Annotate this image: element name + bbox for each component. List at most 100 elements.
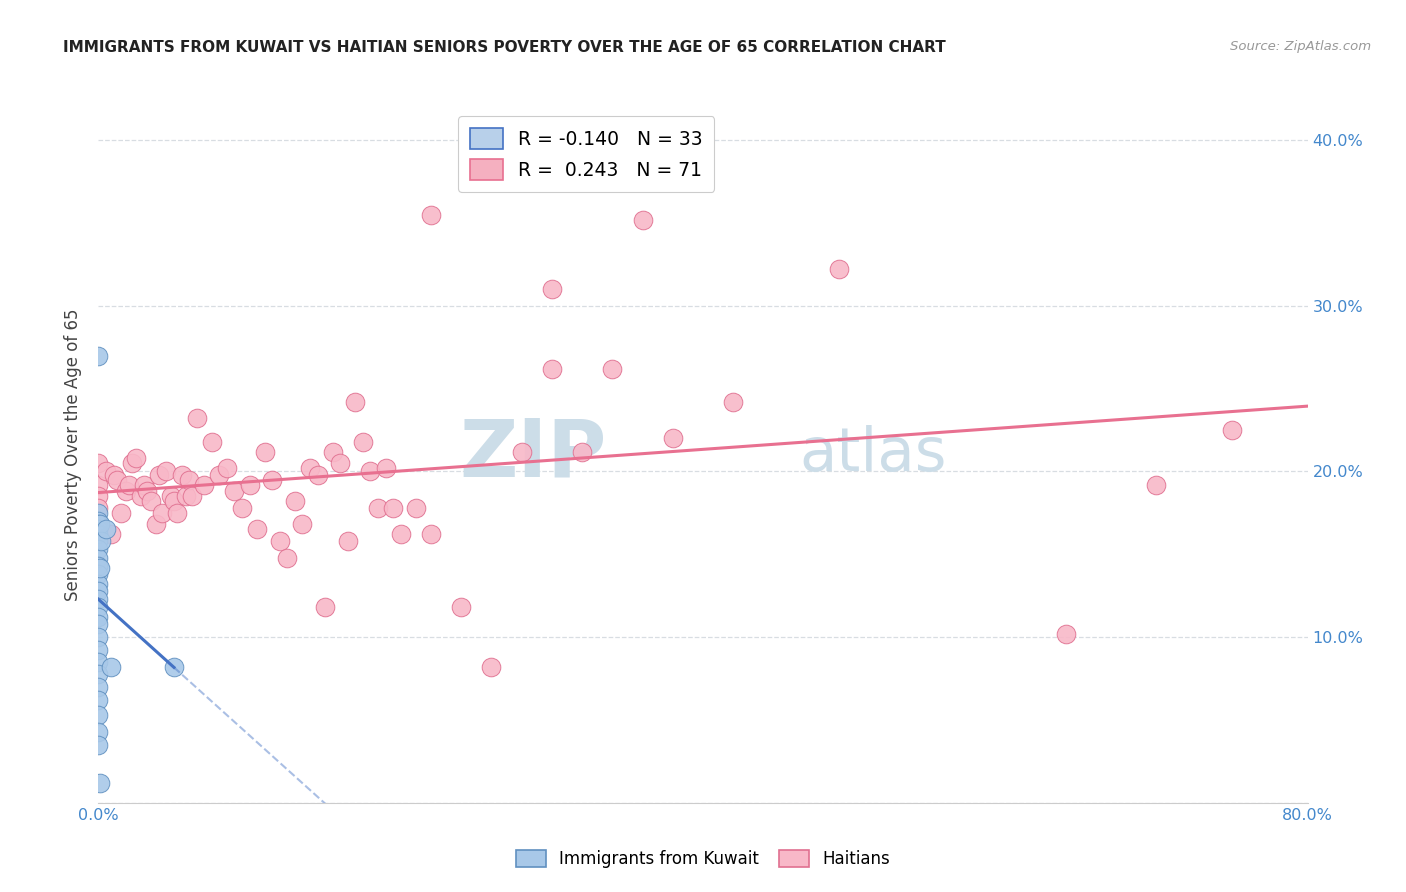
Point: [186, 411, 208, 425]
Point: [336, 534, 359, 549]
Point: [481, 660, 503, 674]
Point: [87, 514, 110, 528]
Point: [510, 444, 533, 458]
Point: [100, 527, 122, 541]
Point: [1144, 477, 1167, 491]
Point: [103, 467, 125, 482]
Point: [87, 693, 110, 707]
Text: ZIP: ZIP: [458, 416, 606, 494]
Text: Source: ZipAtlas.com: Source: ZipAtlas.com: [1230, 40, 1371, 54]
Point: [231, 500, 253, 515]
Point: [87, 583, 110, 598]
Point: [132, 477, 155, 491]
Point: [87, 489, 110, 503]
Point: [87, 500, 110, 515]
Point: [87, 600, 110, 615]
Point: [87, 680, 110, 694]
Point: [193, 477, 215, 491]
Point: [87, 517, 110, 532]
Point: [540, 282, 562, 296]
Point: [145, 517, 167, 532]
Point: [662, 431, 685, 445]
Point: [148, 467, 170, 482]
Point: [100, 660, 122, 674]
Point: [163, 660, 186, 674]
Point: [299, 461, 322, 475]
Legend: R = -0.140   N = 33, R =  0.243   N = 71: R = -0.140 N = 33, R = 0.243 N = 71: [458, 117, 714, 192]
Point: [329, 456, 352, 470]
Point: [314, 600, 336, 615]
Point: [269, 534, 291, 549]
Point: [87, 592, 110, 607]
Point: [87, 610, 110, 624]
Point: [602, 361, 624, 376]
Point: [420, 527, 443, 541]
Point: [87, 523, 110, 537]
Point: [208, 467, 231, 482]
Point: [284, 494, 307, 508]
Point: [87, 708, 110, 723]
Point: [87, 724, 110, 739]
Point: [94, 523, 117, 537]
Legend: Immigrants from Kuwait, Haitians: Immigrants from Kuwait, Haitians: [509, 843, 897, 875]
Point: [224, 484, 246, 499]
Point: [121, 456, 143, 470]
Point: [201, 434, 224, 449]
Point: [155, 465, 177, 479]
Point: [322, 444, 344, 458]
Point: [382, 500, 405, 515]
Point: [129, 489, 152, 503]
Point: [87, 655, 110, 669]
Point: [246, 523, 269, 537]
Point: [631, 212, 654, 227]
Point: [170, 467, 193, 482]
Point: [141, 494, 163, 508]
Point: [110, 506, 132, 520]
Point: [166, 506, 188, 520]
Point: [89, 560, 111, 574]
Point: [420, 208, 443, 222]
Point: [571, 444, 593, 458]
Point: [1220, 423, 1243, 437]
Point: [540, 361, 562, 376]
Point: [215, 461, 238, 475]
Point: [253, 444, 276, 458]
Point: [89, 517, 111, 532]
Point: [179, 473, 201, 487]
Point: [89, 776, 111, 790]
Point: [367, 500, 389, 515]
Y-axis label: Seniors Poverty Over the Age of 65: Seniors Poverty Over the Age of 65: [65, 309, 83, 601]
Point: [87, 534, 110, 549]
Point: [87, 738, 110, 752]
Point: [352, 434, 374, 449]
Point: [160, 489, 183, 503]
Point: [90, 534, 112, 549]
Point: [87, 666, 110, 681]
Point: [828, 262, 851, 277]
Point: [374, 461, 396, 475]
Point: [87, 567, 110, 582]
Point: [87, 477, 110, 491]
Point: [723, 395, 745, 409]
Text: IMMIGRANTS FROM KUWAIT VS HAITIAN SENIORS POVERTY OVER THE AGE OF 65 CORRELATION: IMMIGRANTS FROM KUWAIT VS HAITIAN SENIOR…: [63, 40, 946, 55]
Point: [150, 506, 173, 520]
Point: [87, 542, 110, 557]
Point: [87, 616, 110, 631]
Text: atlas: atlas: [800, 425, 948, 484]
Point: [87, 349, 110, 363]
Point: [360, 465, 382, 479]
Point: [87, 550, 110, 565]
Point: [87, 630, 110, 644]
Point: [307, 467, 329, 482]
Point: [135, 484, 157, 499]
Point: [87, 577, 110, 591]
Point: [181, 489, 204, 503]
Point: [344, 395, 367, 409]
Point: [87, 643, 110, 657]
Point: [94, 465, 117, 479]
Point: [114, 484, 136, 499]
Point: [174, 489, 197, 503]
Point: [262, 473, 284, 487]
Point: [276, 550, 298, 565]
Point: [87, 558, 110, 573]
